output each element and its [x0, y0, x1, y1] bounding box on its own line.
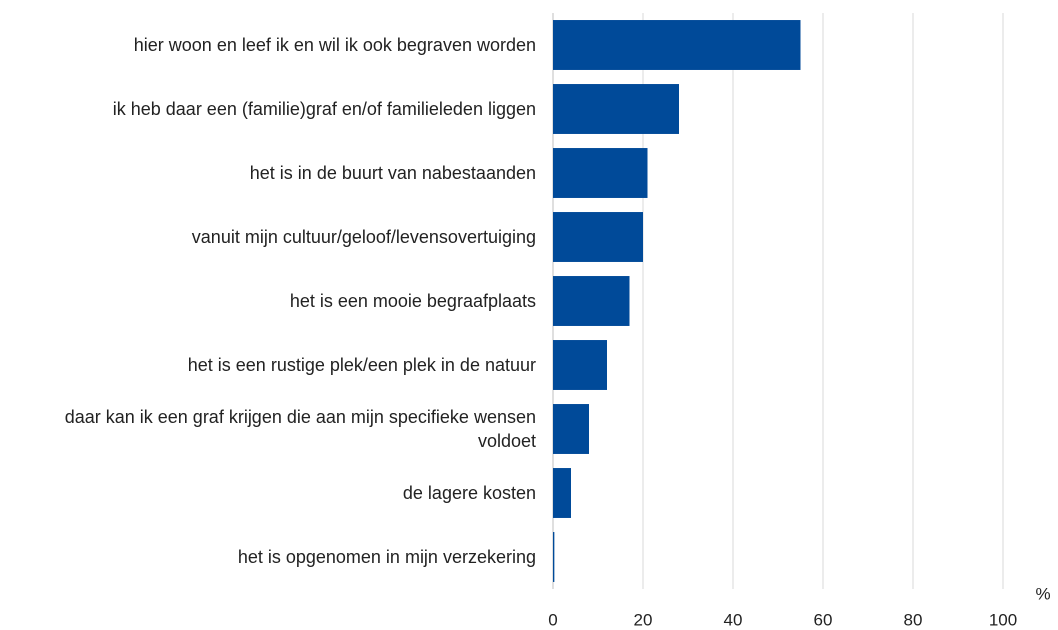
y-tick-label: het is een mooie begraafplaats — [289, 291, 536, 311]
y-tick-label: vanuit mijn cultuur/geloof/levensovertui… — [191, 227, 536, 247]
x-tick-label: 100 — [989, 610, 1017, 629]
x-tick-label: 80 — [904, 610, 923, 629]
bar — [553, 404, 589, 454]
y-tick-label: het is opgenomen in mijn verzekering — [237, 547, 536, 567]
bar — [553, 212, 643, 262]
y-tick-label: de lagere kosten — [402, 483, 536, 503]
x-axis-label: % — [1035, 584, 1050, 603]
y-tick-label: hier woon en leef ik en wil ik ook begra… — [133, 35, 536, 55]
x-tick-label: 40 — [724, 610, 743, 629]
y-tick-label: daar kan ik een graf krijgen die aan mij… — [64, 407, 536, 451]
bar — [553, 20, 801, 70]
y-tick-label: ik heb daar een (familie)graf en/of fami… — [112, 99, 536, 119]
bar — [553, 340, 607, 390]
y-tick-label: het is een rustige plek/een plek in de n… — [187, 355, 536, 375]
bar — [553, 276, 630, 326]
bar — [553, 148, 648, 198]
x-tick-label: 0 — [548, 610, 557, 629]
x-tick-label: 20 — [634, 610, 653, 629]
y-tick-label: het is in de buurt van nabestaanden — [249, 163, 536, 183]
x-tick-label: 60 — [814, 610, 833, 629]
bar — [553, 84, 679, 134]
bar — [553, 532, 555, 582]
bar — [553, 468, 571, 518]
